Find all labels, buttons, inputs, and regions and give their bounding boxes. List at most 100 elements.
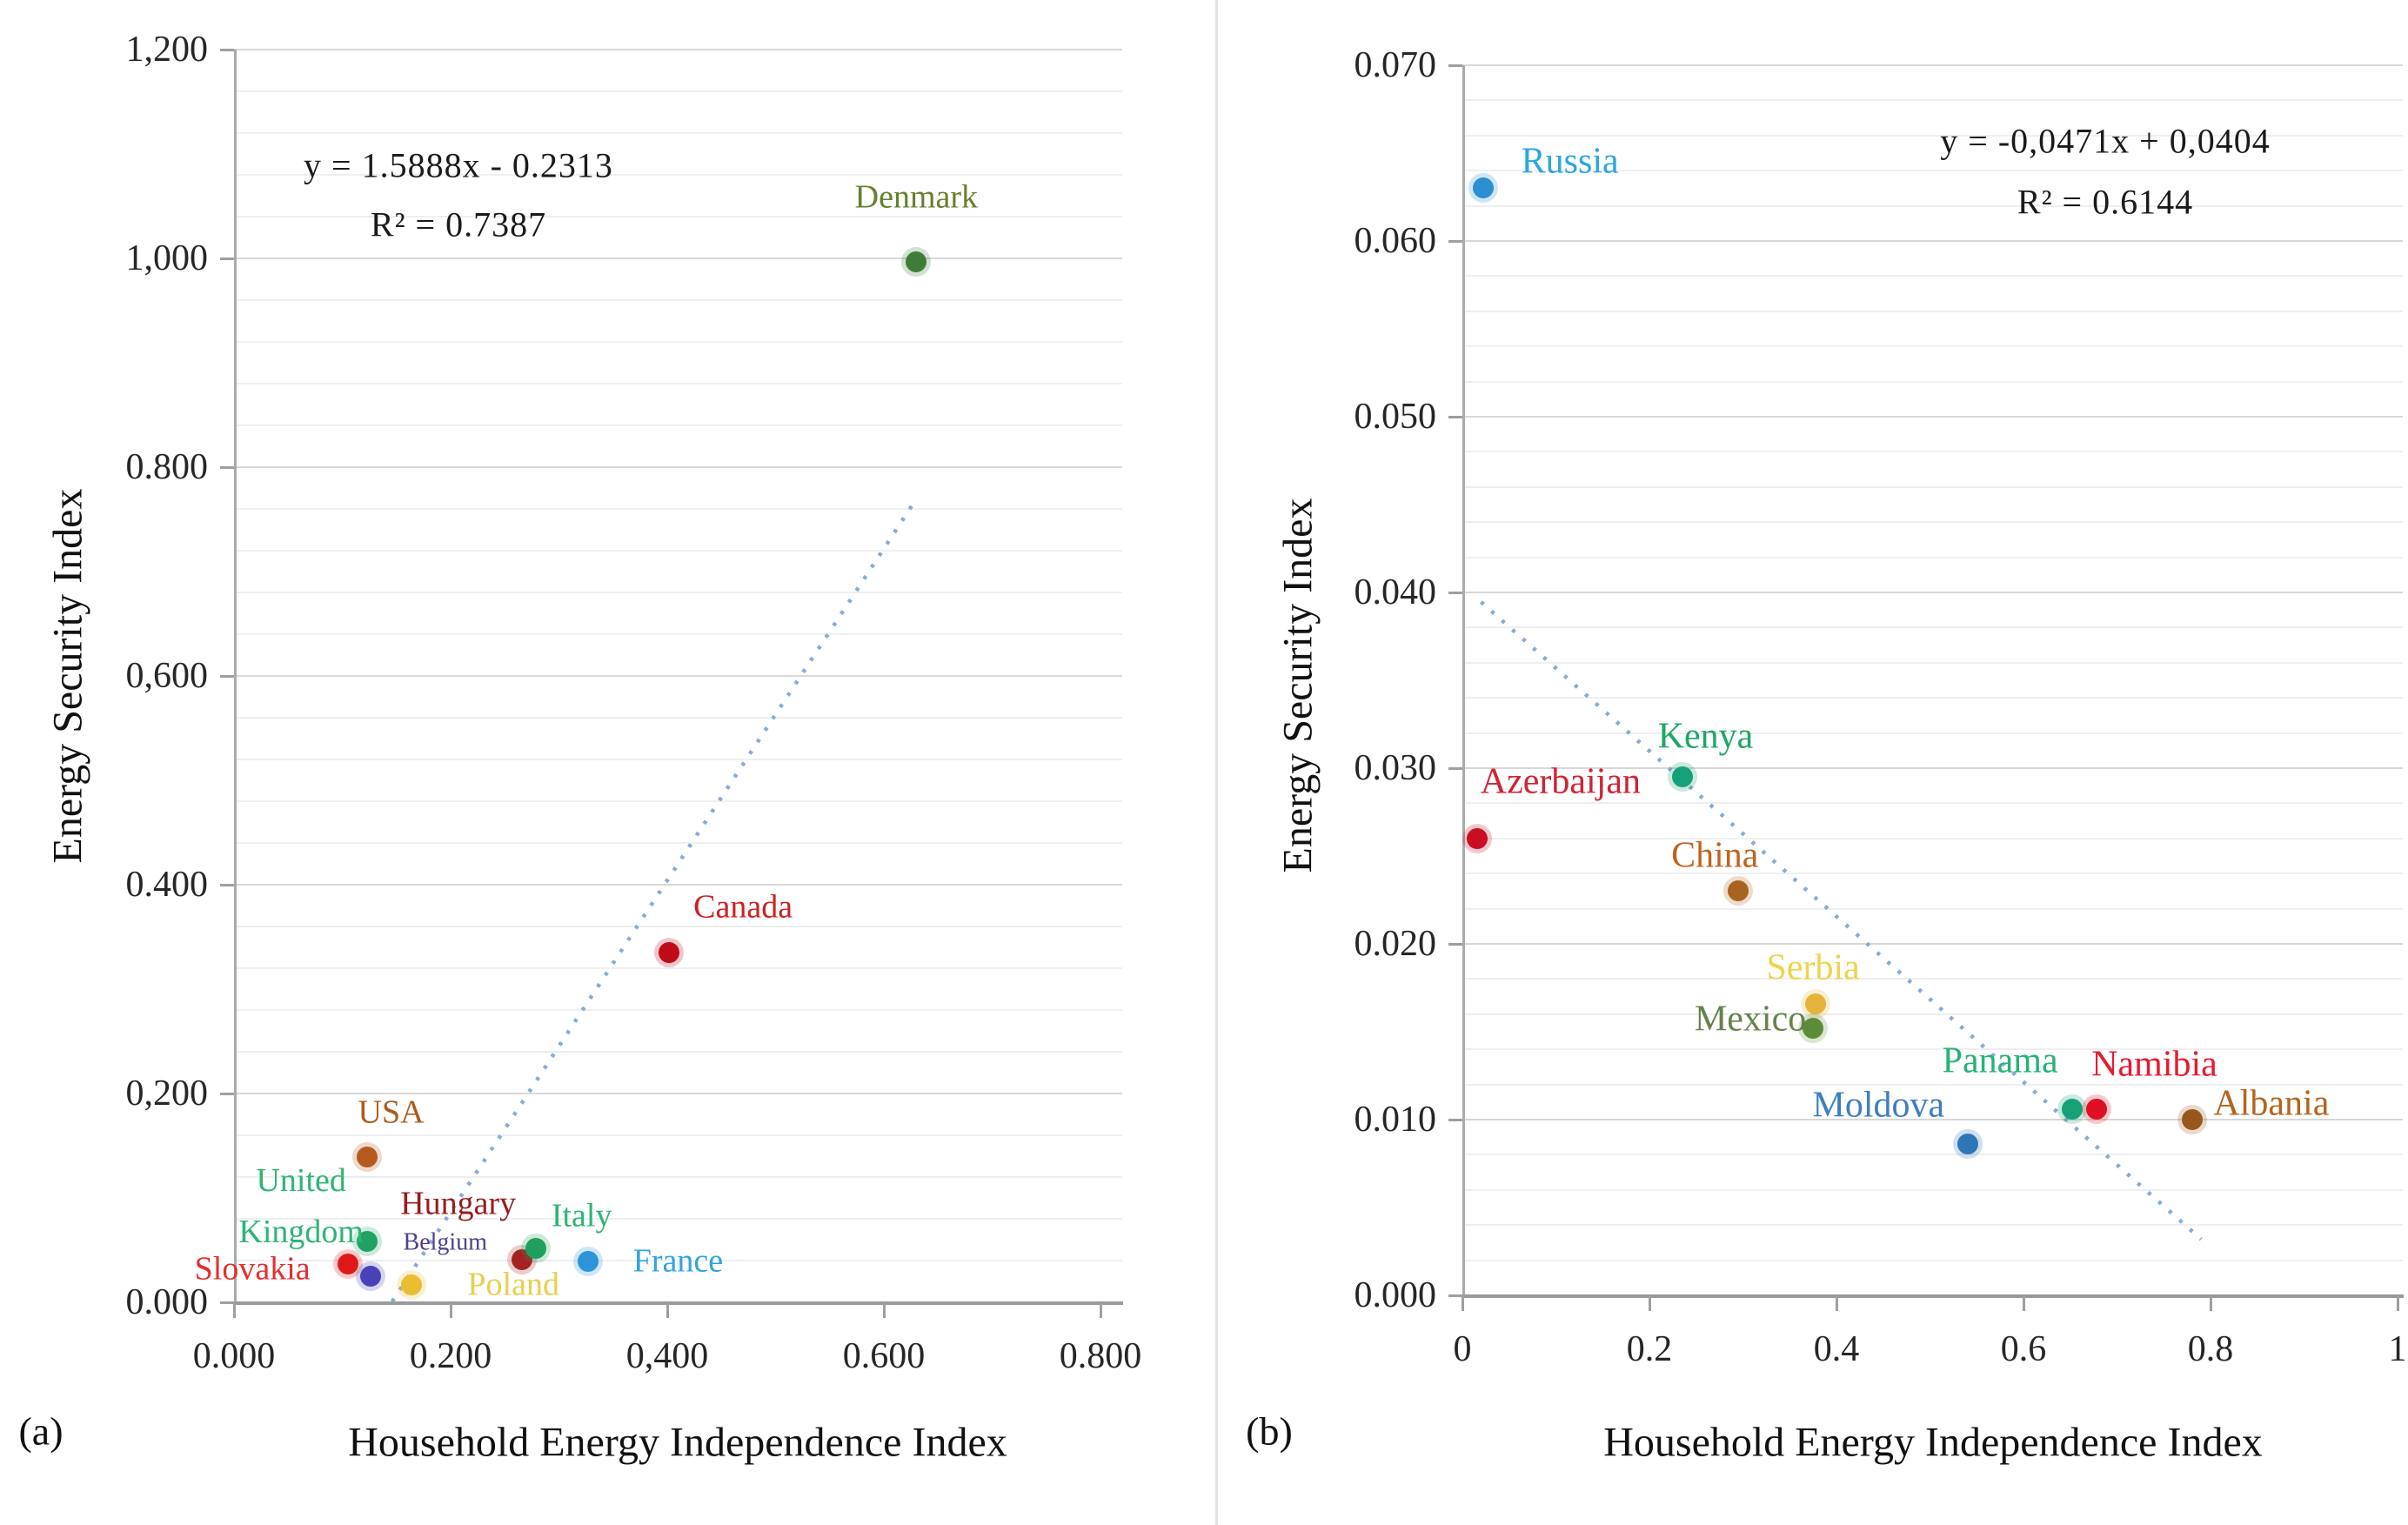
x-tick-mark [1100, 1302, 1102, 1318]
y-tick-mark [1448, 416, 1462, 418]
y-tick-mark [1448, 592, 1462, 594]
x-tick-label: 0.600 [842, 1336, 926, 1376]
y-axis-line [234, 50, 237, 1302]
y-tick-mark [1448, 64, 1462, 67]
x-axis-title-b: Household Energy Independence Index [1603, 1419, 2263, 1466]
gridline-minor [1462, 978, 2403, 980]
gridline-minor [1462, 485, 2403, 488]
gridline-minor [234, 967, 1122, 969]
gridline-minor [234, 926, 1122, 927]
gridline-minor [234, 550, 1122, 552]
y-tick-label: 0.400 [125, 865, 209, 905]
data-point-united-kingdom [357, 1231, 378, 1253]
point-label-china: China [1671, 835, 1759, 876]
gridline-minor [1462, 1048, 2403, 1051]
data-point-moldova [1956, 1134, 1978, 1155]
data-point-azerbaijan [1467, 827, 1488, 849]
gridline-minor [1462, 310, 2403, 312]
point-label-russia: Russia [1521, 141, 1619, 182]
r-squared-text: R² = 0.7387 [370, 204, 547, 244]
y-axis-title-a: Energy Security Index [44, 488, 91, 864]
point-label-italy: Italy [551, 1197, 612, 1234]
x-tick-mark [1649, 1295, 1651, 1311]
y-axis-line [1462, 65, 1465, 1295]
x-tick-mark [666, 1302, 669, 1318]
gridline-minor [234, 341, 1122, 343]
gridline-minor [234, 216, 1122, 217]
gridline-minor [234, 425, 1122, 426]
gridline-major [1462, 240, 2403, 242]
gridline-minor [1462, 275, 2403, 278]
y-tick-label: 0.000 [1354, 1275, 1437, 1315]
gridline-minor [234, 174, 1122, 176]
data-point-china [1728, 880, 1749, 902]
gridline-minor [1462, 907, 2403, 910]
point-label-denmark: Denmark [854, 178, 979, 216]
y-tick-label: 0.030 [1354, 748, 1437, 788]
r-squared-text: R² = 0.6144 [2017, 182, 2194, 222]
gridline-minor [234, 132, 1122, 134]
gridline-minor [1462, 380, 2403, 383]
data-point-italy [525, 1237, 547, 1259]
x-tick-label: 1 [2388, 1329, 2407, 1369]
y-tick-mark [1448, 1119, 1462, 1121]
gridline-minor [1462, 873, 2403, 875]
gridline-major [234, 884, 1122, 886]
point-label-slovakia: Slovakia [194, 1250, 311, 1288]
gridline-minor [234, 299, 1122, 301]
gridline-major [234, 675, 1122, 677]
x-tick-label: 0.200 [409, 1336, 492, 1376]
gridline-minor [234, 800, 1122, 802]
gridline-minor [1462, 521, 2403, 524]
gridline-minor [234, 842, 1122, 844]
data-point-poland [401, 1274, 423, 1295]
y-tick-mark [1448, 767, 1462, 770]
gridline-minor [234, 759, 1122, 760]
gridline-major [1462, 416, 2403, 418]
data-point-namibia [2085, 1098, 2107, 1120]
x-tick-mark [1462, 1295, 1464, 1311]
y-tick-label: 0.800 [125, 447, 209, 487]
y-tick-mark [220, 884, 234, 886]
x-tick-mark [1836, 1295, 1838, 1311]
data-point-france [578, 1251, 599, 1273]
x-tick-label: 0 [1453, 1329, 1472, 1369]
x-tick-label: 0.2 [1626, 1329, 1673, 1369]
point-label-namibia: Namibia [2091, 1044, 2217, 1085]
gridline-minor [1462, 99, 2403, 102]
panel-letter-b: (b) [1246, 1408, 1293, 1454]
gridline-minor [1462, 837, 2403, 839]
gridline-minor [1462, 170, 2403, 172]
data-point-belgium [359, 1266, 381, 1287]
y-tick-label: 0.060 [1354, 221, 1437, 261]
y-tick-mark [1448, 1294, 1462, 1297]
gridline-minor [234, 1218, 1122, 1220]
y-tick-mark [220, 675, 234, 678]
y-tick-label: 0.050 [1354, 397, 1437, 437]
point-label-mexico: Mexico [1694, 999, 1807, 1040]
gridline-minor [234, 717, 1122, 719]
data-point-slovakia [337, 1253, 358, 1274]
y-tick-mark [220, 258, 234, 260]
x-tick-label: 0.800 [1059, 1336, 1142, 1376]
y-tick-label: 0.000 [125, 1282, 209, 1322]
gridline-minor [1462, 732, 2403, 734]
x-tick-label: 0.000 [192, 1336, 276, 1376]
point-label-panama: Panama [1942, 1040, 2058, 1081]
x-axis-line [1462, 1294, 2404, 1298]
point-label-france: France [632, 1242, 724, 1280]
gridline-major [1462, 64, 2403, 66]
x-tick-mark [883, 1302, 886, 1318]
x-tick-label: 0,400 [625, 1336, 709, 1376]
gridline-minor [1462, 697, 2403, 699]
gridline-minor [234, 1051, 1122, 1053]
y-tick-label: 1,200 [125, 30, 209, 70]
point-label-poland: Poland [467, 1266, 559, 1303]
point-label-canada: Canada [693, 888, 793, 926]
gridline-minor [234, 1176, 1122, 1178]
x-axis-line [233, 1301, 1123, 1305]
equation-text: y = -0,0471x + 0,0404 [1940, 121, 2271, 161]
data-point-canada [659, 942, 680, 963]
data-point-mexico [1803, 1017, 1824, 1039]
